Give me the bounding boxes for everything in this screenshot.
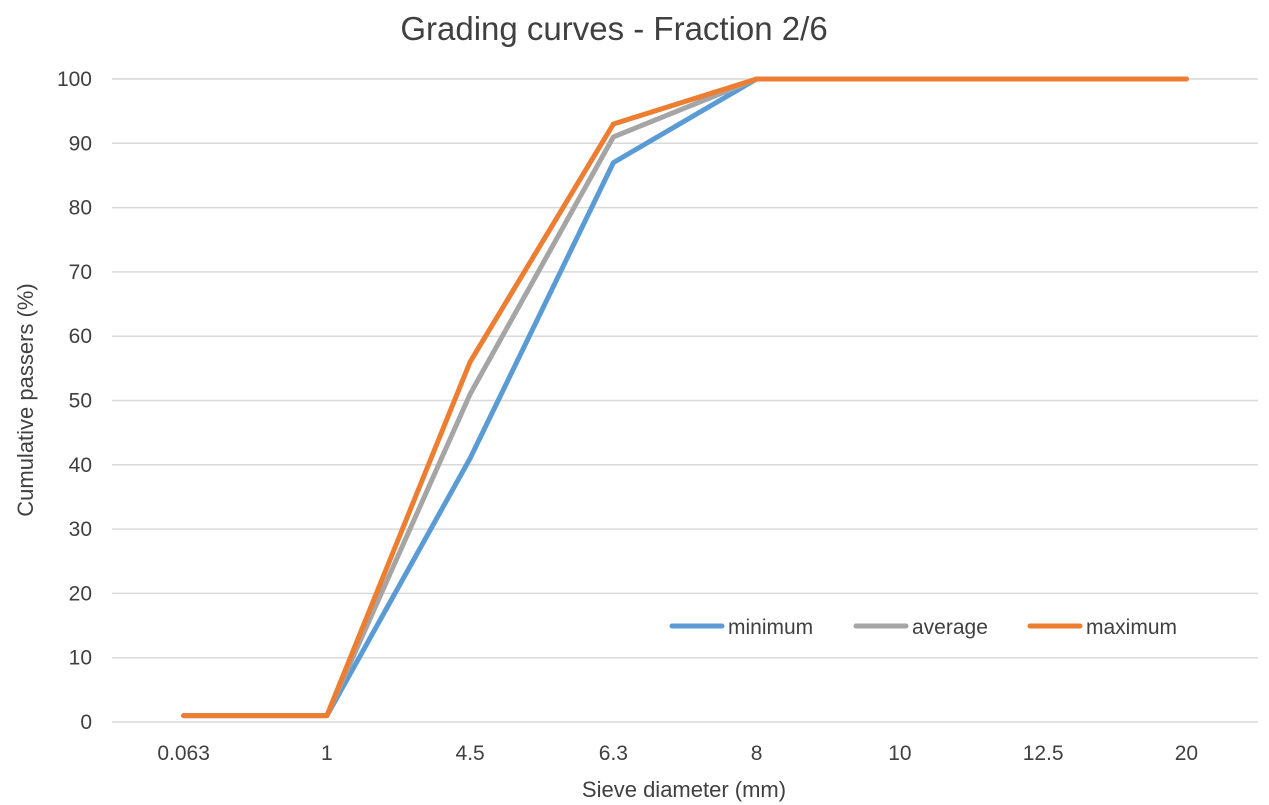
series-line-average xyxy=(181,76,1189,719)
x-tick-label: 12.5 xyxy=(1023,742,1064,765)
gridlines xyxy=(112,78,1258,723)
legend-label-maximum: maximum xyxy=(1086,616,1177,639)
y-tick-label: 40 xyxy=(69,454,92,477)
series-line-minimum xyxy=(181,76,1189,719)
x-axis-ticks: 0.063 1 4.5 6.3 8 10 12.5 20 xyxy=(157,742,1198,765)
x-tick-label: 1 xyxy=(321,742,333,765)
x-tick-label: 10 xyxy=(888,742,911,765)
legend-label-minimum: minimum xyxy=(728,616,813,639)
y-tick-label: 90 xyxy=(69,132,92,155)
x-tick-label: 6.3 xyxy=(599,742,628,765)
x-tick-label: 20 xyxy=(1175,742,1198,765)
y-tick-label: 80 xyxy=(69,197,92,220)
x-tick-label: 0.063 xyxy=(157,742,210,765)
y-tick-label: 30 xyxy=(69,518,92,541)
legend: minimum average maximum xyxy=(669,616,1177,639)
y-tick-label: 0 xyxy=(80,711,92,734)
x-axis-label: Sieve diameter (mm) xyxy=(582,777,786,802)
y-tick-label: 70 xyxy=(69,261,92,284)
y-tick-label: 10 xyxy=(69,647,92,670)
y-axis-label: Cumulative passers (%) xyxy=(13,283,38,517)
y-tick-label: 20 xyxy=(69,582,92,605)
legend-label-average: average xyxy=(912,616,988,639)
y-tick-label: 100 xyxy=(57,68,92,91)
chart-title: Grading curves - Fraction 2/6 xyxy=(400,10,827,47)
y-tick-label: 60 xyxy=(69,325,92,348)
y-axis-ticks: 0 10 20 30 40 50 60 70 80 90 100 xyxy=(57,68,92,734)
series-line-maximum xyxy=(181,76,1189,719)
series-lines xyxy=(181,76,1189,719)
y-tick-label: 50 xyxy=(69,390,92,413)
x-tick-label: 8 xyxy=(751,742,763,765)
x-tick-label: 4.5 xyxy=(456,742,485,765)
